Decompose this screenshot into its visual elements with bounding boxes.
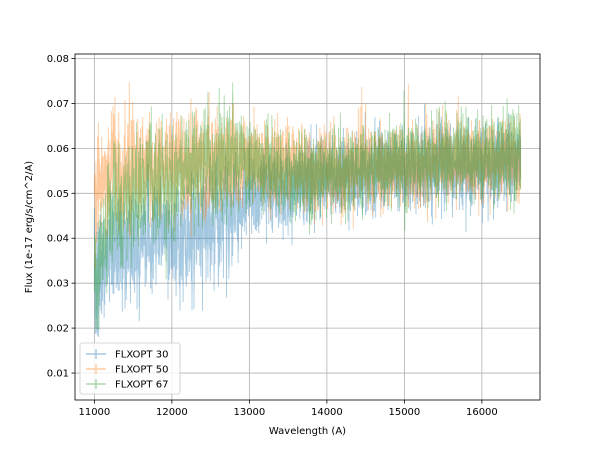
x-tick-label: 15000	[388, 407, 420, 418]
x-tick-label: 16000	[466, 407, 498, 418]
x-tick-label: 14000	[311, 407, 343, 418]
y-tick-label: 0.04	[47, 234, 69, 245]
grid	[75, 54, 540, 400]
x-tick-label: 11000	[78, 407, 110, 418]
plot-frame	[74, 53, 541, 401]
legend-label-1: FLXOPT 30	[115, 350, 168, 361]
series-1	[93, 103, 522, 337]
x-tick-label: 12000	[156, 407, 188, 418]
legend-swatch-3	[86, 379, 106, 389]
legend-label-2: FLXOPT 50	[115, 365, 168, 376]
x-axis-label: Wavelength (A)	[269, 426, 346, 437]
y-tick-label: 0.08	[47, 54, 69, 65]
y-tick-label: 0.05	[47, 189, 69, 200]
series-1-errorbars	[93, 103, 522, 337]
series-1-line	[93, 124, 522, 319]
y-tick-label: 0.02	[47, 324, 69, 335]
ticks: 11000 12000 13000 14000 15000 16000 0.01 0.02 0.…	[47, 54, 498, 418]
legend-box	[79, 342, 181, 395]
y-tick-label: 0.03	[47, 279, 69, 290]
y-tick-label: 0.01	[47, 369, 69, 380]
series-2-errorbars	[93, 82, 522, 269]
series-layer	[93, 82, 522, 337]
series-2	[93, 82, 522, 269]
legend-swatch-1	[86, 349, 106, 359]
legend: FLXOPT 30 FLXOPT 50 FLXOPT 67	[79, 342, 181, 395]
series-3	[93, 82, 522, 330]
series-3-errorbars	[93, 82, 522, 330]
legend-swatch-2	[86, 364, 106, 374]
y-tick-label: 0.07	[47, 99, 69, 110]
legend-label-3: FLXOPT 67	[115, 380, 168, 391]
series-2-line	[93, 103, 522, 255]
y-axis-label: Flux (1e-17 erg/s/cm^2/A)	[24, 161, 35, 293]
series-3-line	[93, 92, 522, 321]
x-tick-label: 13000	[233, 407, 265, 418]
y-tick-label: 0.06	[47, 144, 69, 155]
